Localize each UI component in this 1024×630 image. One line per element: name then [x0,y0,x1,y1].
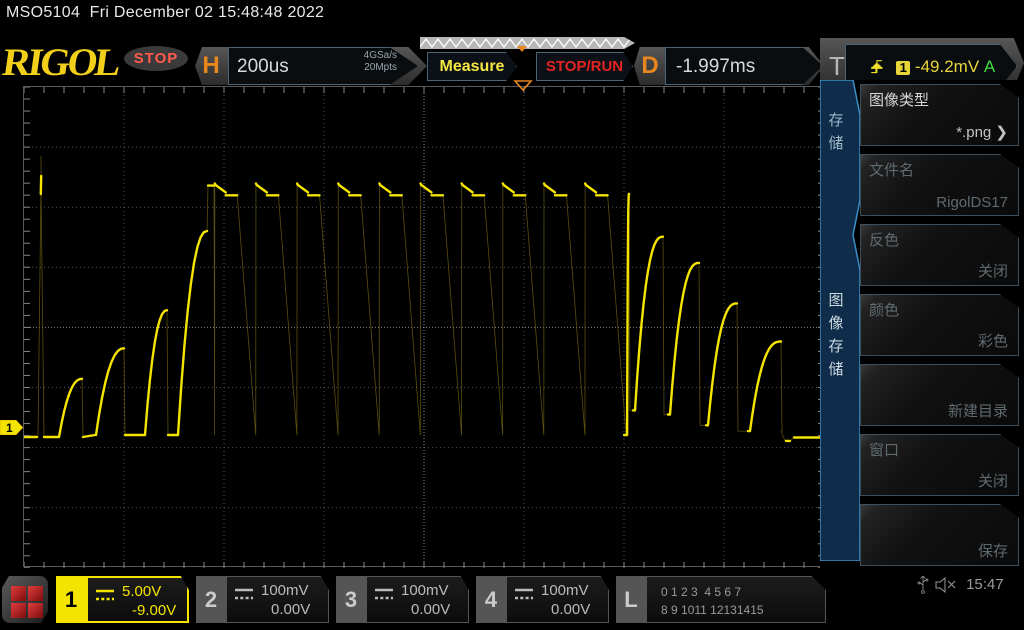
svg-text:存: 存 [828,112,843,129]
svg-text:储: 储 [828,361,843,378]
svg-text:储: 储 [828,135,843,152]
svg-text:像: 像 [828,315,843,332]
svg-text:图: 图 [828,292,843,309]
svg-text:存: 存 [828,338,843,355]
svg-text:1: 1 [6,421,13,435]
